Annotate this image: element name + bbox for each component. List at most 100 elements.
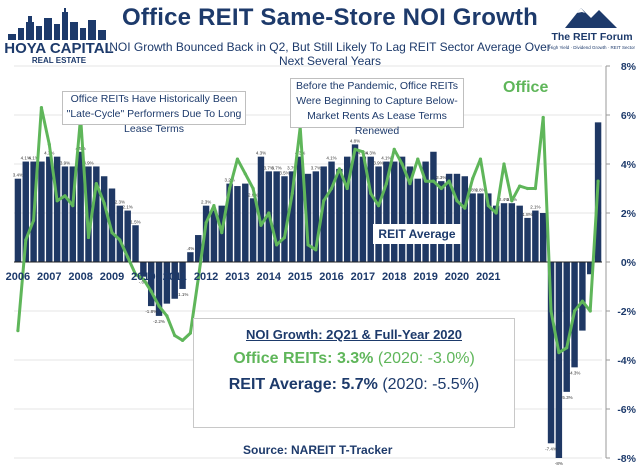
bar-value-label: 3.7%	[287, 165, 297, 170]
office-point	[549, 309, 553, 313]
bar-value-label: 2.8%	[468, 187, 478, 192]
reit-average-bar	[328, 161, 335, 262]
reit-average-bar	[187, 252, 194, 262]
office-point	[471, 177, 475, 181]
summary-office: Office REITs: 3.3% (2020: -3.0%)	[194, 350, 514, 368]
bar-value-label: 3.2%	[224, 178, 234, 183]
office-point	[439, 186, 443, 191]
summary-office-q: 3.3%	[336, 350, 374, 367]
reit-average-bar	[242, 183, 249, 262]
office-point	[165, 314, 169, 318]
reit-average-bar	[108, 188, 116, 262]
reit-average-bar	[93, 166, 100, 262]
office-point	[400, 162, 404, 166]
bar-value-label: 3.4%	[13, 173, 23, 178]
reit-average-bar	[132, 225, 139, 262]
reit-average-bar	[179, 262, 186, 289]
reit-average-bar	[414, 178, 421, 262]
office-point	[39, 106, 44, 110]
reit-average-bar	[445, 173, 453, 262]
x-tick-label: 2010	[131, 271, 155, 283]
chart-title: Office REIT Same-Store NOI Growth	[122, 4, 538, 31]
x-tick-label: 2018	[382, 271, 406, 283]
reit-average-bar	[69, 166, 77, 262]
reit-average-bar	[53, 156, 61, 262]
reit-average-bar	[281, 176, 288, 262]
office-point	[463, 206, 467, 210]
office-point	[431, 179, 436, 183]
y-tick-label: 6%	[621, 110, 637, 122]
office-point	[541, 115, 545, 120]
reit-average-bar	[492, 205, 500, 262]
reit-average-bar	[461, 176, 469, 262]
reit-average-bar	[343, 156, 351, 262]
office-point	[588, 309, 592, 313]
office-point	[424, 179, 428, 183]
office-point	[251, 186, 255, 191]
bar-value-label: .4%	[187, 246, 195, 251]
reit-average-bar	[289, 171, 296, 262]
reit-average-bar	[273, 171, 280, 262]
bar-value-label: 4.1%	[381, 156, 391, 161]
bar-value-label: -8%	[555, 461, 563, 466]
x-tick-label: 2006	[6, 271, 30, 283]
office-point	[572, 309, 577, 313]
reit-average-bar	[438, 181, 445, 262]
y-tick-label: 0%	[621, 257, 637, 269]
y-tick-label: 4%	[621, 159, 637, 171]
y-tick-label: -2%	[617, 306, 636, 318]
office-point	[416, 157, 420, 161]
office-point	[510, 199, 514, 203]
reit-average-bar	[257, 156, 265, 262]
reit-average-bar	[422, 161, 429, 262]
logo-right-line2: High Yield · Dividend Growth · REIT Sect…	[549, 45, 635, 50]
office-point	[392, 147, 396, 151]
summary-reit-fy: (2020: -5.5%)	[382, 376, 480, 393]
reit-average-bar	[147, 262, 155, 307]
office-point	[408, 182, 412, 186]
reit-average-bar	[22, 161, 29, 262]
office-point	[212, 204, 216, 208]
reit-average-bar	[234, 186, 241, 262]
reit-average-bar	[375, 166, 382, 262]
x-axis: 2006 2007 2008 2009 2010 2011 2012 2013 2014 2015…	[6, 271, 501, 283]
late-cycle-annotation: Office REITs Have Historically Been "Lat…	[62, 91, 246, 135]
office-point	[596, 179, 600, 183]
reit-average-bar	[383, 161, 390, 262]
office-point	[141, 277, 145, 281]
reit-average-bar	[195, 235, 202, 262]
x-tick-label: 2019	[413, 271, 437, 283]
office-point	[228, 186, 232, 191]
reit-average-bar	[77, 151, 84, 262]
reit-average-bar	[249, 198, 257, 262]
summary-box: NOI Growth: 2Q21 & Full-Year 2020 Office…	[193, 318, 515, 428]
bar-value-label: -.6%	[139, 280, 148, 285]
office-point	[580, 299, 585, 303]
reit-average-bar	[85, 166, 92, 262]
reit-average-bar	[100, 176, 108, 262]
bar-value-label: -7.4%	[545, 446, 557, 451]
logo-left-line2: REAL ESTATE	[32, 56, 87, 64]
bar-value-label: -1.8%	[145, 309, 157, 314]
office-point	[243, 172, 247, 176]
y-tick-label: 8%	[621, 61, 637, 73]
office-point	[102, 201, 106, 205]
y-tick-label: -4%	[617, 355, 636, 367]
reit-average-bar	[579, 262, 586, 331]
bar-value-label: -1.1%	[177, 292, 189, 297]
reit-average-bar	[430, 151, 437, 262]
office-point	[447, 179, 451, 183]
logo-right-line1: The REIT Forum	[551, 31, 632, 43]
office-point	[31, 218, 36, 222]
office-point	[16, 329, 20, 333]
bar-value-label: -2.2%	[153, 319, 165, 324]
reit-average-bar	[563, 262, 570, 392]
reit-average-label: REIT Average	[373, 224, 461, 244]
reit-average-bar	[398, 156, 406, 262]
office-point	[557, 351, 561, 355]
bar-value-label: 3.5%	[279, 170, 289, 175]
reit-average-bar	[210, 210, 218, 262]
office-point	[71, 204, 75, 208]
reit-average-bars	[14, 122, 602, 458]
reit-average-bar	[587, 262, 594, 275]
